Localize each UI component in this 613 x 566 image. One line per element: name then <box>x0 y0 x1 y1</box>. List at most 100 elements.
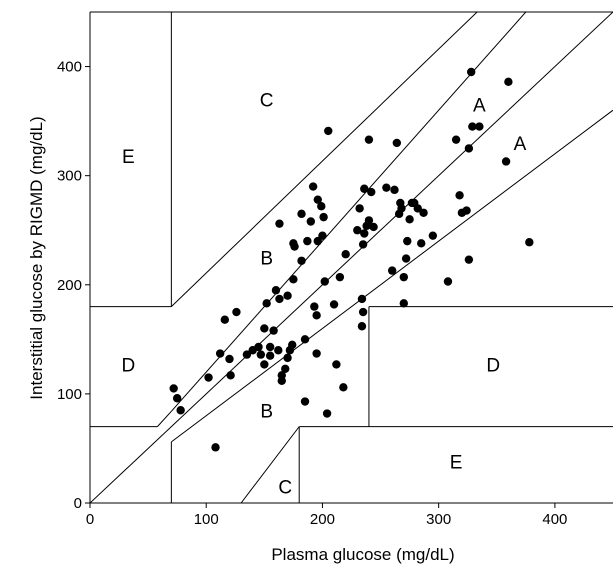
data-point <box>322 409 332 418</box>
data-point <box>428 231 438 240</box>
data-point <box>339 383 348 392</box>
data-point <box>308 182 318 191</box>
data-point <box>464 255 474 264</box>
tick-labels: 0 100 200 300 400 0 100 200 300 400 <box>57 59 567 528</box>
data-point <box>220 315 230 324</box>
x-tick-label: 0 <box>86 511 94 528</box>
data-point <box>310 302 319 311</box>
data-point <box>275 219 284 228</box>
data-point <box>290 242 299 251</box>
data-point <box>320 277 329 286</box>
data-point <box>399 272 408 282</box>
zone-boundary-line <box>157 411 172 427</box>
data-point <box>274 346 283 355</box>
x-tick-label: 400 <box>542 511 567 528</box>
data-point <box>367 187 376 197</box>
data-point <box>397 204 406 213</box>
data-point <box>504 77 513 87</box>
y-tick-label: 400 <box>57 59 82 76</box>
data-point <box>297 256 306 265</box>
data-point <box>451 135 461 144</box>
data-point <box>226 371 235 380</box>
data-point <box>387 266 397 275</box>
data-point <box>271 286 281 295</box>
data-point <box>269 326 278 335</box>
data-point <box>355 204 364 213</box>
data-point <box>319 212 328 222</box>
data-point <box>341 250 350 259</box>
zone-label-a: A <box>473 96 486 117</box>
data-point <box>357 322 367 331</box>
data-point <box>297 209 306 219</box>
data-point <box>392 138 402 148</box>
zone-labels: A A B B C C D D E E <box>121 90 526 498</box>
data-point <box>232 307 241 317</box>
data-point <box>260 324 269 333</box>
data-point <box>260 360 269 369</box>
data-point <box>405 215 414 224</box>
y-tick-label: 200 <box>57 277 82 294</box>
data-point <box>265 351 275 360</box>
zone-label-b: B <box>260 249 273 270</box>
data-point <box>312 311 321 320</box>
zone-label-e: E <box>122 147 135 168</box>
data-point <box>225 354 234 364</box>
zone-boundary-line <box>171 109 613 443</box>
data-point <box>329 300 339 309</box>
data-point <box>401 254 411 263</box>
data-point <box>399 299 408 308</box>
data-point <box>281 364 290 373</box>
data-point <box>443 277 453 286</box>
data-point <box>300 397 310 406</box>
data-point <box>300 335 310 344</box>
data-point <box>172 394 182 403</box>
y-tick-label: 300 <box>57 168 82 185</box>
axes <box>85 11 613 508</box>
data-point <box>358 307 368 317</box>
data-point <box>403 236 412 246</box>
data-point <box>176 406 185 415</box>
zone-label-e: E <box>450 453 463 474</box>
data-point <box>204 373 213 382</box>
data-point <box>382 183 391 192</box>
data-point <box>462 206 471 215</box>
data-point <box>215 349 225 358</box>
data-point <box>364 216 374 225</box>
data-point <box>312 349 321 358</box>
data-point <box>390 185 399 195</box>
zone-boundary-line <box>171 12 478 307</box>
data-point <box>335 272 345 282</box>
data-point <box>262 299 271 308</box>
data-point <box>455 191 464 200</box>
data-point <box>332 360 341 369</box>
data-point <box>467 67 476 77</box>
x-tick-label: 200 <box>310 511 335 528</box>
data-point <box>317 202 326 211</box>
x-tick-label: 300 <box>426 511 451 528</box>
zone-label-c: C <box>260 90 274 111</box>
data-point <box>360 184 369 193</box>
data-point <box>501 157 511 166</box>
data-point <box>169 384 178 393</box>
data-point <box>313 236 322 246</box>
zone-boundary-lines <box>90 12 613 503</box>
data-point <box>288 340 297 349</box>
data-point <box>283 353 292 363</box>
y-tick-label: 100 <box>57 386 82 403</box>
data-point <box>289 275 298 284</box>
data-point <box>357 294 367 304</box>
data-point <box>413 204 422 213</box>
x-axis-title: Plasma glucose (mg/dL) <box>271 545 454 564</box>
zone-boundary-line <box>170 12 527 412</box>
data-point <box>242 350 252 359</box>
data-point <box>318 231 327 240</box>
data-point <box>303 236 312 246</box>
y-tick-label: 0 <box>74 495 82 512</box>
data-point <box>419 208 428 217</box>
data-point <box>275 294 284 304</box>
data-point <box>464 144 474 153</box>
y-axis-title: Interstitial glucose by RIGMD (mg/dL) <box>27 116 46 399</box>
data-point <box>277 371 286 380</box>
data-points <box>169 67 534 452</box>
data-point <box>468 122 477 131</box>
